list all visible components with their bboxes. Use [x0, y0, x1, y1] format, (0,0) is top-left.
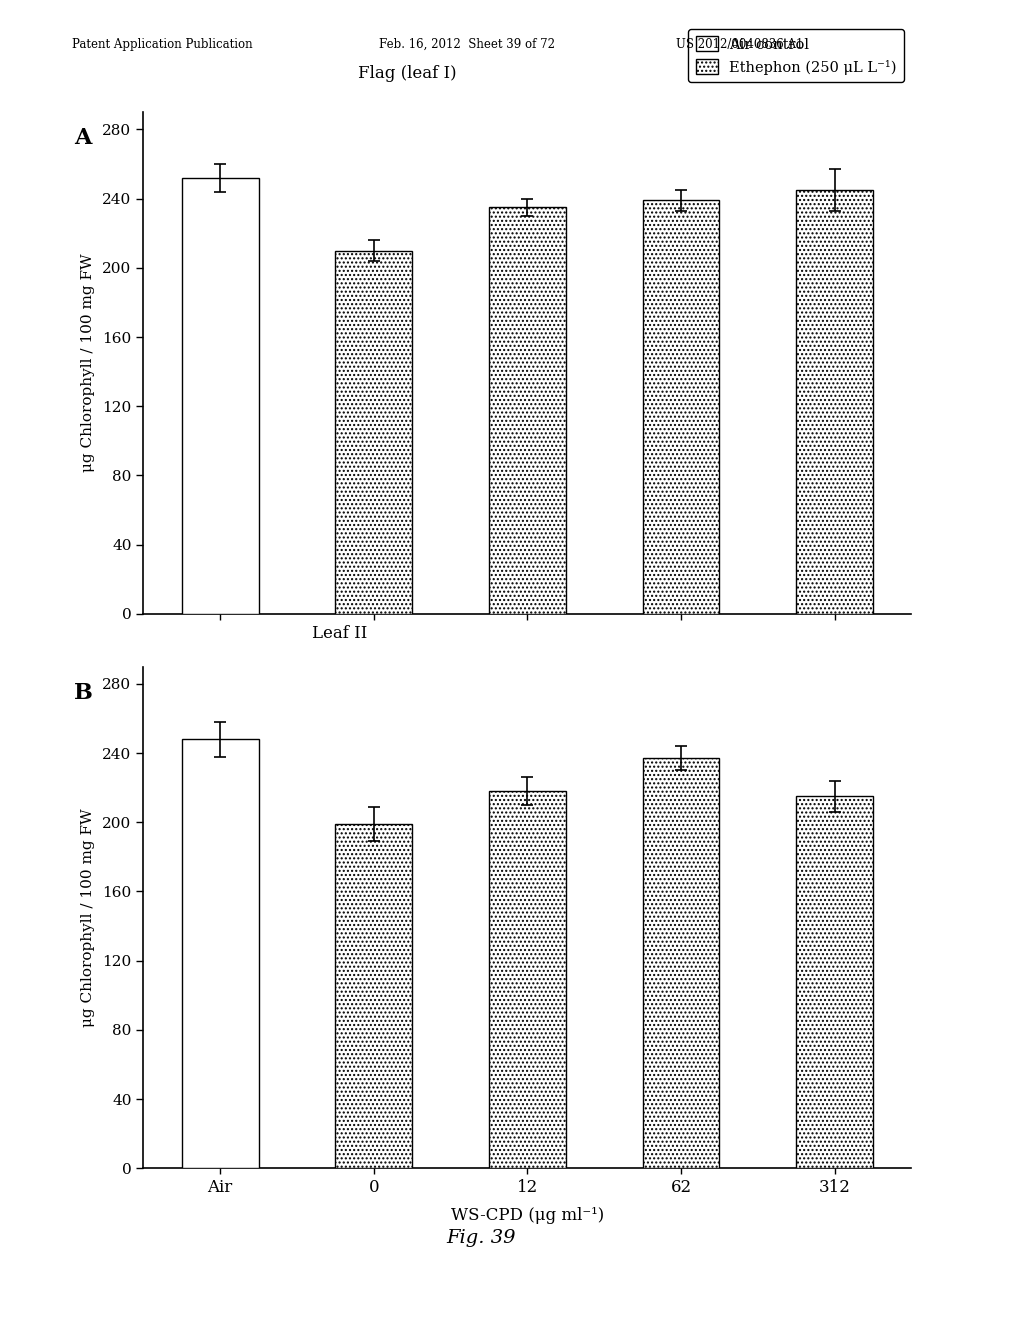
Text: A: A [75, 127, 91, 149]
Text: Feb. 16, 2012  Sheet 39 of 72: Feb. 16, 2012 Sheet 39 of 72 [379, 37, 555, 50]
Bar [182, 178, 259, 614]
Bar [797, 796, 872, 1168]
X-axis label: WS-CPD (μg ml⁻¹): WS-CPD (μg ml⁻¹) [451, 1206, 604, 1224]
Text: B: B [75, 681, 93, 704]
Text: US 2012/0040836 A1: US 2012/0040836 A1 [676, 37, 803, 50]
Text: Patent Application Publication: Patent Application Publication [72, 37, 252, 50]
Bar [643, 758, 720, 1168]
Bar [336, 251, 412, 614]
Text: Flag (leaf I): Flag (leaf I) [358, 65, 457, 82]
Bar [489, 207, 566, 614]
Y-axis label: μg Chlorophyll / 100 mg FW: μg Chlorophyll / 100 mg FW [81, 808, 95, 1027]
Bar [182, 739, 259, 1168]
Bar [336, 824, 412, 1168]
Bar [489, 791, 566, 1168]
Legend: Air control, Ethephon (250 μL L⁻¹): Air control, Ethephon (250 μL L⁻¹) [688, 29, 904, 82]
Bar [797, 190, 872, 614]
Y-axis label: μg Chlorophyll / 100 mg FW: μg Chlorophyll / 100 mg FW [81, 253, 95, 473]
Text: Leaf II: Leaf II [312, 624, 368, 642]
Text: Fig. 39: Fig. 39 [446, 1229, 516, 1247]
Bar [643, 201, 720, 614]
